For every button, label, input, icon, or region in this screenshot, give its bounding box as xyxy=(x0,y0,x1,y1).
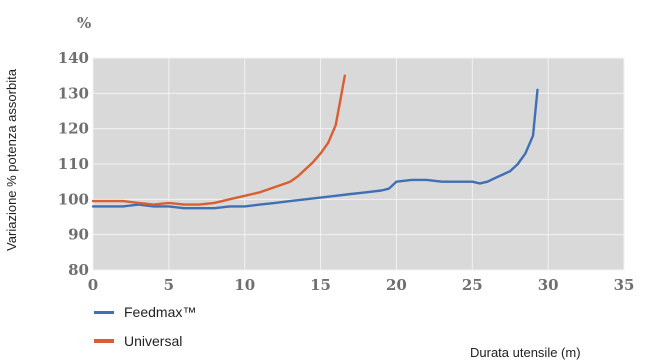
legend-swatch-feedmax xyxy=(94,311,114,314)
legend-label-feedmax: Feedmax™ xyxy=(124,304,196,320)
x-tick-label: 25 xyxy=(462,276,483,294)
y-tick-label: 130 xyxy=(58,84,89,102)
series-line-feedmax xyxy=(91,88,539,210)
x-tick-label: 10 xyxy=(234,276,255,294)
y-tick-label: 90 xyxy=(68,226,89,244)
x-tick-label: 0 xyxy=(88,276,98,294)
y-unit-label: % xyxy=(77,14,91,32)
series-lines xyxy=(91,74,539,210)
grid-lines xyxy=(92,57,625,271)
x-tick-label: 35 xyxy=(614,276,635,294)
y-tick-label: 140 xyxy=(58,49,89,67)
legend-label-universal: Universal xyxy=(124,333,182,349)
x-tick-label: 5 xyxy=(164,276,174,294)
x-tick-labels: 0 5 10 15 20 25 30 35 xyxy=(88,276,635,294)
legend-item-feedmax: Feedmax™ xyxy=(94,304,196,320)
legend-item-universal: Universal xyxy=(94,333,182,349)
x-tick-label: 15 xyxy=(310,276,331,294)
y-tick-label: 110 xyxy=(58,155,89,173)
x-tick-label: 30 xyxy=(538,276,559,294)
y-axis-label: Variazione % potenza assorbita xyxy=(4,68,19,251)
legend: Feedmax™ Universal xyxy=(94,304,196,349)
y-tick-label: 120 xyxy=(58,120,89,138)
y-tick-label: 100 xyxy=(58,190,89,208)
x-tick-label: 20 xyxy=(386,276,407,294)
y-tick-label: 80 xyxy=(68,261,89,279)
x-axis-label: Durata utensile (m) xyxy=(470,345,581,360)
y-tick-labels: 80 90 100 110 120 130 140 xyxy=(58,49,89,279)
series-line-universal xyxy=(91,74,346,206)
legend-swatch-universal xyxy=(94,339,114,343)
